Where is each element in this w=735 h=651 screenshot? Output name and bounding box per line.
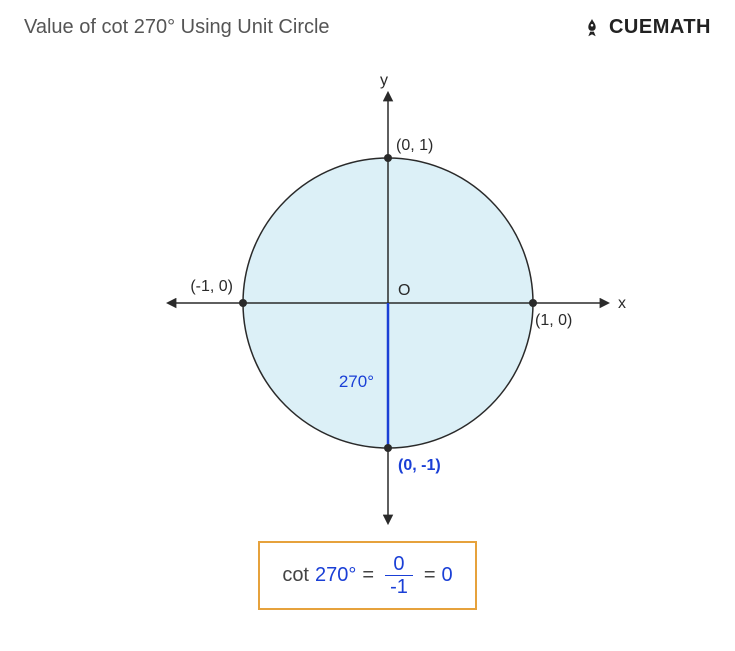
svg-text:(0, 1): (0, 1) xyxy=(396,137,433,154)
formula-numerator: 0 xyxy=(385,553,412,576)
brand: CUEMATH xyxy=(581,16,711,39)
svg-text:(1, 0): (1, 0) xyxy=(535,312,572,329)
svg-text:x: x xyxy=(618,295,626,312)
svg-text:y: y xyxy=(380,72,388,89)
page-title: Value of cot 270° Using Unit Circle xyxy=(24,16,330,39)
unit-circle-diagram: (0, 1) (-1, 0) (1, 0) (0, -1) Ox y 270° xyxy=(108,53,628,533)
formula-angle: 270° xyxy=(315,564,356,587)
formula-denominator: -1 xyxy=(384,576,414,598)
formula-eq2: = xyxy=(424,564,436,587)
formula-box: cot 270° = 0 -1 = 0 xyxy=(258,541,476,610)
formula-prefix: cot xyxy=(282,564,309,587)
svg-text:(0, -1): (0, -1) xyxy=(398,457,441,474)
formula-fraction: 0 -1 xyxy=(384,553,414,598)
svg-text:O: O xyxy=(398,282,410,299)
svg-text:270°: 270° xyxy=(338,372,373,391)
brand-text: CUEMATH xyxy=(609,16,711,39)
formula-eq1: = xyxy=(362,564,374,587)
rocket-icon xyxy=(581,17,603,39)
svg-text:(-1, 0): (-1, 0) xyxy=(190,278,233,295)
formula-result: 0 xyxy=(442,564,453,587)
diagram-container: (0, 1) (-1, 0) (1, 0) (0, -1) Ox y 270° xyxy=(0,53,735,533)
header: Value of cot 270° Using Unit Circle CUEM… xyxy=(0,0,735,47)
